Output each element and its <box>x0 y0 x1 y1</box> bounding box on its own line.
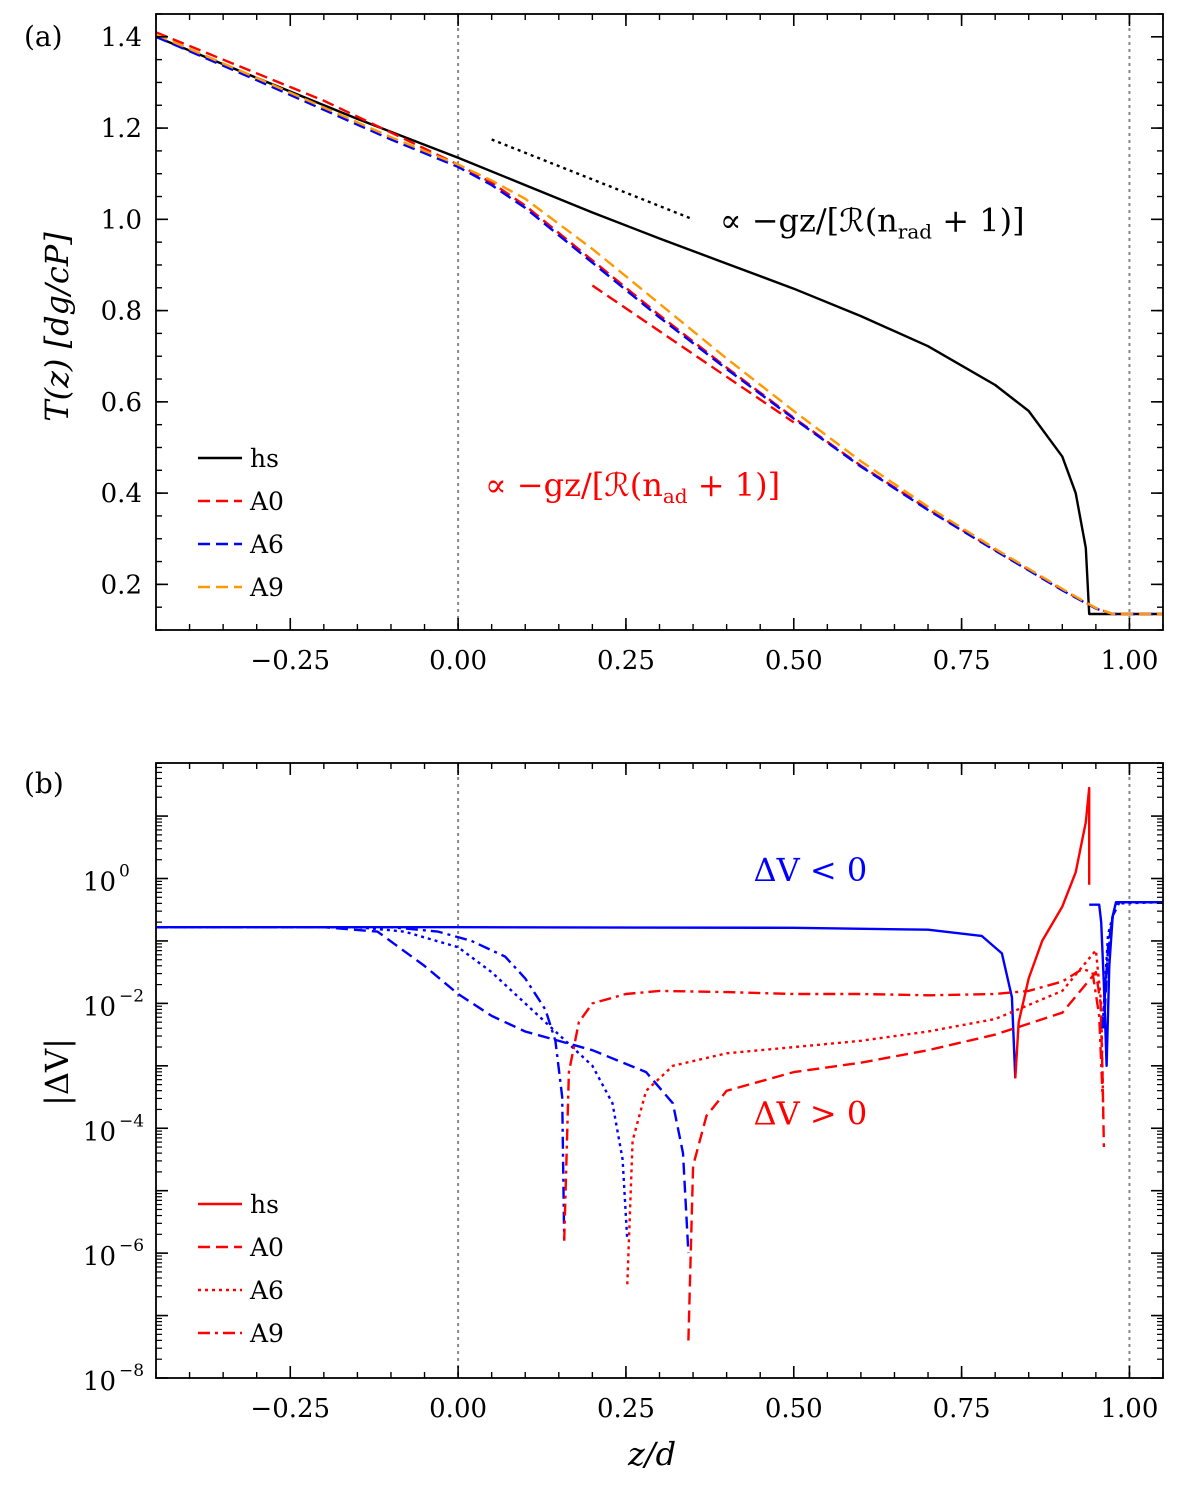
panel-a-ylabel: T(z) [dg/cP] <box>38 232 76 422</box>
panel-b-ylabel: |ΔV| <box>38 1038 76 1106</box>
region-label-1: ΔV > 0 <box>753 1095 867 1133</box>
x-tick-label: 0.75 <box>933 1394 991 1424</box>
panel-a-ylabel-text: T(z) [dg/cP] <box>38 232 76 422</box>
y-tick-exponent: −4 <box>119 1111 144 1131</box>
series-hs-line <box>156 35 1163 616</box>
annotation-radiative-prefix: ∝ −gz/[ℛ(n <box>720 201 898 239</box>
series-A9-line-1 <box>563 967 1104 1241</box>
y-tick-label: 1.2 <box>101 114 142 144</box>
x-tick-label: 1.00 <box>1100 646 1158 676</box>
legend-label-A9: A9 <box>249 573 284 602</box>
series-A9-line-2 <box>1101 901 1163 1029</box>
panel-a-label: (a) <box>24 20 63 53</box>
svg-text:T(z) [dg/cP]: T(z) [dg/cP] <box>38 232 76 422</box>
axes-frame <box>155 13 1164 631</box>
series-A0-line <box>156 31 1163 616</box>
panel-b-ylabel-text: |ΔV| <box>38 1038 76 1106</box>
y-tick-exponent: 0 <box>119 862 130 882</box>
reference-line-radiative-slope <box>491 138 694 221</box>
y-tick-label: 10 <box>83 1242 116 1272</box>
y-tick-label: 10 <box>83 868 116 898</box>
x-tick-label: −0.25 <box>250 646 330 676</box>
panel-b-xlabel: z/d <box>627 1435 676 1473</box>
reference-line-adiabatic-slope <box>591 284 795 424</box>
x-tick-label: 0.50 <box>765 1394 823 1424</box>
legend-label-A0: A0 <box>249 487 284 516</box>
x-tick-label: 0.25 <box>597 646 655 676</box>
y-tick-label: 1.4 <box>101 23 142 53</box>
legend-label-hs: hs <box>250 444 279 473</box>
annotation-adiabatic-prefix: ∝ −gz/[ℛ(n <box>485 466 663 504</box>
annotation-adiabatic-subscript: ad <box>663 484 688 508</box>
annotation-radiative: ∝ −gz/[ℛ(nrad + 1)] <box>720 201 1025 243</box>
panel-b-label: (b) <box>24 767 64 800</box>
annotation-radiative-subscript: rad <box>898 219 932 243</box>
y-tick-label: 1.0 <box>101 205 142 235</box>
y-tick-label: 0.8 <box>101 297 142 327</box>
series-hs-line-1 <box>1014 786 1091 1079</box>
legend-label-A9: A9 <box>249 1319 284 1348</box>
y-tick-label: 0.4 <box>101 479 142 509</box>
x-tick-label: 1.00 <box>1100 1394 1158 1424</box>
x-tick-label: 0.25 <box>597 1394 655 1424</box>
region-label-0: ΔV < 0 <box>753 851 867 889</box>
series-A6-line <box>156 35 1163 616</box>
legend-label-A0: A0 <box>249 1233 284 1262</box>
series-A9-line-0 <box>156 926 566 1241</box>
x-tick-label: 0.00 <box>429 1394 487 1424</box>
panel-b-legend: hs A0 A6 A9 <box>198 1190 284 1348</box>
series-A0-line-1 <box>687 971 1106 1341</box>
annotation-adiabatic-suffix: + 1)] <box>688 466 780 504</box>
y-tick-label: 10 <box>83 1367 116 1397</box>
y-tick-label: 10 <box>83 992 116 1022</box>
series-hs-line-2 <box>1089 901 1163 1068</box>
annotation-adiabatic: ∝ −gz/[ℛ(nad + 1)] <box>485 466 780 508</box>
legend-label-A6: A6 <box>249 1276 284 1305</box>
panel-a: (a) T(z) [dg/cP] −0.25 0.00 0.25 0.50 0.75 1.… <box>24 13 1164 676</box>
y-tick-exponent: −6 <box>119 1236 144 1256</box>
svg-text:|ΔV|: |ΔV| <box>38 1038 76 1106</box>
x-tick-label: 0.75 <box>933 646 991 676</box>
series-A6-line-1 <box>626 949 1105 1285</box>
axes-frame <box>155 762 1164 1379</box>
legend-label-A6: A6 <box>249 530 284 559</box>
annotation-radiative-suffix: + 1)] <box>932 201 1024 239</box>
series-A9-line <box>156 33 1163 616</box>
x-tick-label: 0.50 <box>765 646 823 676</box>
y-tick-label: 10 <box>83 1117 116 1147</box>
y-tick-exponent: −8 <box>119 1361 144 1381</box>
panel-b: (b) |ΔV| z/d −0.25 0.00 0.25 0.50 0.75 1.00 10… <box>24 762 1164 1473</box>
panel-a-legend: hs A0 A6 A9 <box>198 444 284 602</box>
series-A0-line-0 <box>156 926 690 1254</box>
legend-label-hs: hs <box>250 1190 279 1219</box>
y-tick-label: 0.6 <box>101 388 142 418</box>
y-tick-exponent: −2 <box>119 986 144 1006</box>
series-hs-line-0 <box>156 926 1017 1079</box>
series-A6-line-0 <box>156 926 629 1241</box>
y-tick-label: 0.2 <box>101 570 142 600</box>
x-tick-label: −0.25 <box>250 1394 330 1424</box>
x-tick-label: 0.00 <box>429 646 487 676</box>
